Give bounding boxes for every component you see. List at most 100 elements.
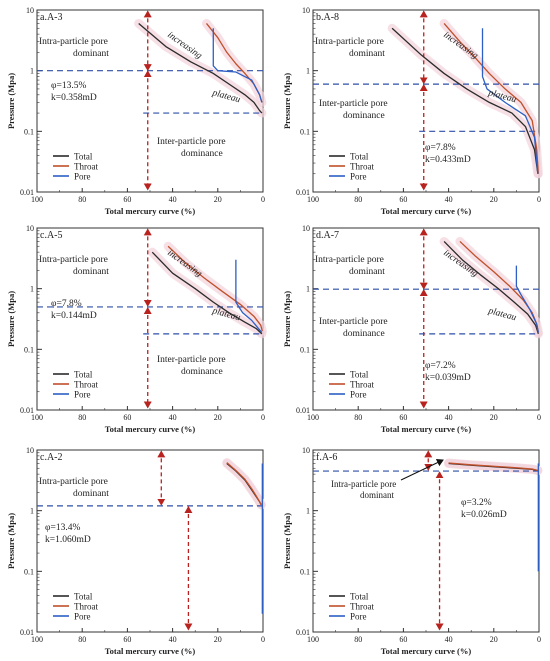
legend-label-pore: Pore <box>74 172 91 182</box>
panel-label: d.A-7 <box>316 230 339 241</box>
series-line-throat <box>226 462 262 506</box>
legend-label-throat: Throat <box>350 602 374 612</box>
curve-shading <box>147 247 267 339</box>
y-tick-label: 1 <box>306 67 310 76</box>
x-tick-label: 60 <box>399 413 407 422</box>
porosity-value: φ=13.4% <box>45 523 80 533</box>
legend-label-total: Total <box>74 152 93 162</box>
legend-label-throat: Throat <box>350 162 374 172</box>
legend-label-pore: Pore <box>74 612 91 622</box>
permeability-value: k=0.039mD <box>425 373 471 383</box>
x-tick-label: 60 <box>399 635 407 644</box>
lower-region-label: Inter-particle pore <box>157 137 226 147</box>
y-tick-label: 1 <box>30 285 34 294</box>
y-tick-label: 10 <box>302 6 310 15</box>
y-tick-label: 0.1 <box>300 127 310 136</box>
x-tick-label: 60 <box>123 413 131 422</box>
porosity-value: φ=7.8% <box>51 299 82 309</box>
upper-region-label: Intra-particle pore <box>331 479 396 489</box>
curve-label-plateau: plateau <box>210 306 241 323</box>
panel-label: c.A-5 <box>40 230 63 241</box>
x-tick-label: 100 <box>31 413 43 422</box>
lower-region-label: dominance <box>181 367 223 377</box>
legend-label-pore: Pore <box>350 390 367 400</box>
upper-region-label: dominant <box>73 489 109 499</box>
x-tick-label: 40 <box>445 635 453 644</box>
x-tick-label: 80 <box>354 635 362 644</box>
lower-region-label: dominance <box>181 149 223 159</box>
porosity-value: φ=7.8% <box>425 143 456 153</box>
x-tick-label: 80 <box>78 195 86 204</box>
porosity-value: φ=13.5% <box>51 81 86 91</box>
x-tick-label: 0 <box>537 635 541 644</box>
permeability-value: k=1.060mD <box>45 535 91 545</box>
upper-region-label: Intra-particle pore <box>315 37 384 47</box>
x-tick-label: 80 <box>78 413 86 422</box>
lower-region-label: Inter-particle pore <box>319 99 388 109</box>
permeability-value: k=0.358mD <box>51 93 97 103</box>
y-tick-label: 0.01 <box>20 406 34 415</box>
y-axis-label: Pressure (Mpa) <box>6 73 16 129</box>
series-line-pore <box>212 28 263 103</box>
x-tick-label: 60 <box>399 195 407 204</box>
upper-region-label: dominant <box>73 267 109 277</box>
x-tick-label: 60 <box>123 195 131 204</box>
panel-label: a.A-3 <box>40 12 63 23</box>
series-line-total <box>151 251 263 335</box>
series-line-total <box>443 241 539 335</box>
y-axis-label: Pressure (Mpa) <box>6 513 16 569</box>
x-tick-label: 80 <box>78 635 86 644</box>
legend-label-total: Total <box>74 370 93 380</box>
x-tick-label: 20 <box>214 195 222 204</box>
x-tick-label: 0 <box>261 195 265 204</box>
x-tick-label: 80 <box>354 195 362 204</box>
legend-label-throat: Throat <box>350 380 374 390</box>
x-tick-label: 100 <box>307 635 319 644</box>
series-line-throat <box>167 245 263 332</box>
porosity-value: φ=7.2% <box>425 361 456 371</box>
x-tick-label: 20 <box>214 413 222 422</box>
legend-label-throat: Throat <box>74 380 98 390</box>
y-tick-label: 0.1 <box>24 345 34 354</box>
y-tick-label: 1 <box>306 507 310 516</box>
x-tick-label: 100 <box>307 195 319 204</box>
y-axis-label: Pressure (Mpa) <box>282 291 292 347</box>
legend-label-pore: Pore <box>350 172 367 182</box>
y-tick-label: 0.01 <box>296 628 310 637</box>
y-axis-label: Pressure (Mpa) <box>282 73 292 129</box>
permeability-value: k=0.026mD <box>461 510 507 520</box>
y-tick-label: 10 <box>26 224 34 233</box>
plot-frame <box>312 449 540 633</box>
y-tick-label: 0.1 <box>300 567 310 576</box>
y-tick-label: 0.01 <box>20 188 34 197</box>
y-tick-label: 0.1 <box>24 127 34 136</box>
series-line-total <box>138 22 263 114</box>
legend-label-total: Total <box>350 370 369 380</box>
x-tick-label: 20 <box>490 635 498 644</box>
y-tick-label: 0.01 <box>296 188 310 197</box>
upper-region-label: dominant <box>360 490 394 500</box>
panel-label: f.A-6 <box>316 452 337 463</box>
upper-region-label: dominant <box>349 267 385 277</box>
upper-region-label: dominant <box>73 49 109 59</box>
x-tick-label: 40 <box>169 413 177 422</box>
legend-label-total: Total <box>350 592 369 602</box>
y-tick-label: 1 <box>30 67 34 76</box>
legend-label-total: Total <box>74 592 93 602</box>
y-tick-label: 0.1 <box>24 567 34 576</box>
legend-label-pore: Pore <box>350 612 367 622</box>
series-line-pore <box>481 28 539 174</box>
y-axis-label: Pressure (Mpa) <box>6 291 16 347</box>
lower-region-label: Inter-particle pore <box>157 355 226 365</box>
x-tick-label: 100 <box>307 413 319 422</box>
x-axis-label: Total mercury curve (%) <box>381 206 472 216</box>
y-axis-label: Pressure (Mpa) <box>282 513 292 569</box>
legend-label-pore: Pore <box>74 390 91 400</box>
x-axis-label: Total mercury curve (%) <box>105 206 196 216</box>
panel-label: b.A-8 <box>316 12 339 23</box>
x-axis-label: Total mercury curve (%) <box>105 646 196 656</box>
